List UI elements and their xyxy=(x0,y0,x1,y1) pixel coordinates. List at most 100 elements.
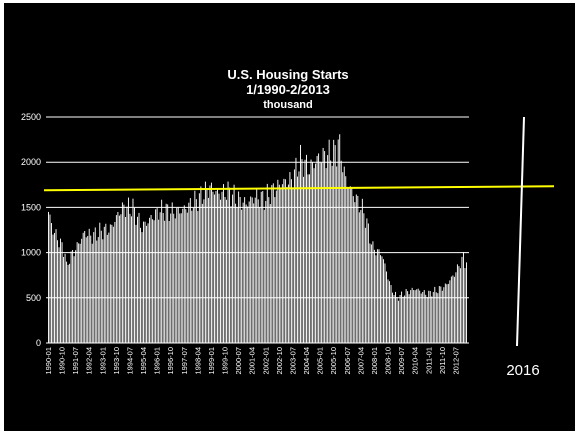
x-tick-label: 1993-10 xyxy=(112,347,121,375)
bar xyxy=(446,284,448,343)
bar xyxy=(75,250,77,343)
bar xyxy=(375,255,377,343)
bar xyxy=(173,213,175,343)
bar xyxy=(171,202,173,343)
bar xyxy=(461,256,463,343)
bar xyxy=(118,215,120,343)
x-tick-label: 2005-01 xyxy=(316,347,325,375)
bar xyxy=(419,290,421,343)
bar xyxy=(51,223,52,343)
bar xyxy=(96,240,98,343)
bar xyxy=(155,209,157,343)
bar xyxy=(309,174,310,343)
x-tick-label: 2004-04 xyxy=(302,347,311,375)
bar xyxy=(103,226,105,343)
bar xyxy=(250,196,252,343)
bar xyxy=(179,213,181,343)
chart-unit-label: thousand xyxy=(263,99,313,111)
bar xyxy=(61,242,63,343)
bar xyxy=(336,166,338,343)
x-tick-label: 2001-04 xyxy=(248,347,257,375)
bar xyxy=(248,201,250,343)
x-tick-label: 2006-07 xyxy=(343,347,352,375)
bar xyxy=(64,253,66,343)
bar xyxy=(91,243,93,343)
bar xyxy=(425,294,427,343)
bar xyxy=(266,183,268,343)
bar xyxy=(247,206,249,343)
bar xyxy=(404,295,406,343)
bar xyxy=(54,232,55,343)
bar xyxy=(58,247,60,343)
bar xyxy=(355,194,357,343)
bar xyxy=(278,184,280,343)
bar xyxy=(233,184,235,343)
bar xyxy=(158,219,160,343)
marker-label-2016: 2016 xyxy=(506,362,539,379)
bar xyxy=(134,207,135,343)
bar xyxy=(343,166,345,343)
bar xyxy=(327,155,329,343)
bar xyxy=(420,293,422,343)
bar xyxy=(416,289,418,343)
bar xyxy=(466,262,467,343)
x-tick-label: 2008-10 xyxy=(384,347,393,375)
y-tick-label: 500 xyxy=(26,293,41,303)
bar xyxy=(366,218,368,343)
bar xyxy=(438,286,440,343)
bar xyxy=(176,207,178,343)
bar xyxy=(254,197,256,343)
bar xyxy=(52,234,54,343)
bar xyxy=(79,243,81,343)
bar xyxy=(422,292,424,343)
bar xyxy=(143,221,145,343)
bar xyxy=(164,220,166,343)
bar xyxy=(351,187,353,343)
bar xyxy=(230,206,232,343)
bar xyxy=(81,238,83,343)
bar xyxy=(55,229,57,343)
x-tick-label: 2002-10 xyxy=(275,347,284,375)
bar xyxy=(60,238,62,343)
bar xyxy=(373,249,375,343)
bar xyxy=(186,212,188,343)
bar xyxy=(269,204,271,343)
bar xyxy=(70,251,72,343)
bar xyxy=(102,239,104,343)
bar xyxy=(399,295,401,343)
bar xyxy=(456,264,458,343)
bar xyxy=(325,168,327,343)
bar xyxy=(129,213,131,343)
bar xyxy=(177,206,179,343)
bar xyxy=(295,157,297,343)
bar xyxy=(162,213,164,343)
bar xyxy=(387,279,389,343)
bar xyxy=(120,214,122,343)
bar xyxy=(458,266,460,343)
bar xyxy=(76,242,78,343)
bar xyxy=(78,243,80,343)
bar xyxy=(140,227,141,343)
x-tick-label: 1996-01 xyxy=(153,347,162,375)
bar xyxy=(188,202,190,343)
bar xyxy=(265,200,267,343)
bar xyxy=(167,204,169,343)
bar xyxy=(376,249,378,343)
bar xyxy=(287,184,289,343)
bar xyxy=(364,227,366,343)
bar xyxy=(180,213,182,343)
bar xyxy=(112,226,114,343)
bar xyxy=(111,224,113,343)
bar xyxy=(94,227,96,343)
bar xyxy=(440,286,442,343)
x-tick-label: 2011-10 xyxy=(438,347,447,374)
bar xyxy=(123,204,125,343)
bar xyxy=(195,199,197,343)
x-tick-label: 1993-01 xyxy=(98,347,107,375)
bar xyxy=(304,159,306,343)
bar xyxy=(159,212,161,343)
bar xyxy=(251,197,253,343)
bar xyxy=(298,171,300,343)
bar xyxy=(105,223,107,343)
bar xyxy=(435,292,437,343)
